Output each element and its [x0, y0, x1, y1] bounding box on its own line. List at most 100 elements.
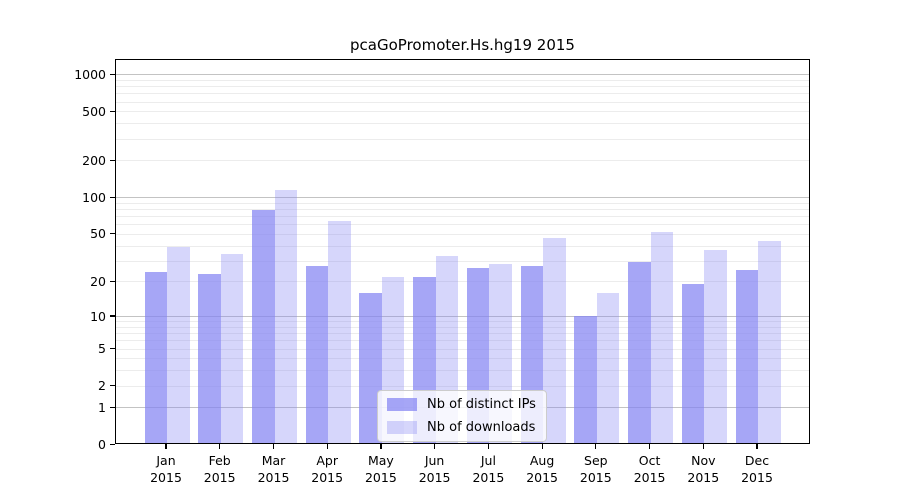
- x-tick-month: Jul: [480, 453, 496, 468]
- gridline-minor: [116, 216, 809, 218]
- x-tick-label: Mar 2015: [242, 452, 306, 486]
- x-tick-mark: [219, 444, 221, 449]
- bar-nb-of-downloads-nov: [704, 249, 727, 443]
- chart-title: pcaGoPromoter.Hs.hg19 2015: [350, 36, 575, 54]
- x-tick-year: 2015: [633, 470, 666, 485]
- x-tick-month: Mar: [261, 453, 286, 468]
- x-tick-mark: [326, 444, 328, 449]
- x-tick-label: Jun 2015: [403, 452, 467, 486]
- x-tick-mark: [380, 444, 382, 449]
- y-tick-mark: [110, 406, 115, 409]
- gridline-major: [116, 197, 809, 199]
- legend: Nb of distinct IPs Nb of downloads: [377, 390, 547, 442]
- x-tick-month: Sep: [584, 453, 608, 468]
- y-tick-mark: [110, 73, 115, 75]
- gridline-minor: [116, 281, 809, 283]
- x-tick-month: Aug: [529, 453, 555, 468]
- x-tick-month: Nov: [691, 453, 716, 468]
- gridline-minor: [116, 138, 809, 140]
- legend-patch-downloads: [387, 421, 417, 434]
- x-tick-label: Jul 2015: [456, 452, 520, 486]
- x-tick-mark: [165, 444, 167, 449]
- y-tick-label: 5: [98, 341, 106, 356]
- gridline-major: [116, 316, 809, 317]
- bar-nb-of-downloads-aug: [543, 238, 566, 443]
- gridline-major: [116, 74, 809, 76]
- x-tick-label: Nov 2015: [671, 452, 735, 486]
- y-tick-mark: [110, 347, 115, 350]
- gridline-minor: [116, 233, 809, 235]
- y-tick-label: 2: [98, 378, 106, 394]
- bar-nb-of-downloads-oct: [650, 231, 674, 443]
- gridline-minor: [116, 101, 809, 103]
- x-tick-label: Apr 2015: [295, 452, 359, 486]
- x-tick-year: 2015: [526, 470, 558, 485]
- gridline-minor: [116, 111, 809, 113]
- y-tick-label: 500: [82, 103, 106, 119]
- bar-nb-of-distinct-ips-may: [359, 292, 382, 443]
- gridline-minor: [116, 370, 809, 372]
- bar-nb-of-downloads-sep: [596, 292, 620, 443]
- x-tick-month: Dec: [744, 453, 770, 468]
- bar-nb-of-distinct-ips-feb: [198, 274, 221, 443]
- bar-nb-of-distinct-ips-nov: [681, 284, 705, 443]
- gridline-minor: [116, 224, 809, 226]
- y-tick-mark: [110, 280, 115, 282]
- x-tick-month: Apr: [316, 453, 338, 468]
- gridline-minor: [116, 321, 809, 323]
- x-tick-label: Jan 2015: [134, 452, 198, 486]
- y-tick-mark: [110, 159, 115, 161]
- legend-row: Nb of downloads: [387, 420, 536, 435]
- bar-nb-of-downloads-apr: [328, 220, 351, 443]
- legend-patch-distinct-ips: [387, 398, 417, 411]
- y-tick-label: 1000: [74, 66, 106, 82]
- y-tick-mark: [110, 315, 115, 317]
- y-tick-label: 50: [90, 226, 106, 242]
- gridline-minor: [116, 209, 809, 210]
- legend-row: Nb of distinct IPs: [387, 397, 536, 412]
- x-tick-month: Jan: [156, 453, 176, 468]
- gridline-minor: [116, 93, 809, 95]
- bar-nb-of-downloads-mar: [274, 189, 297, 443]
- gridline-minor: [116, 385, 809, 387]
- plot-area: [115, 59, 810, 444]
- x-tick-year: 2015: [687, 470, 720, 485]
- x-tick-label: Feb 2015: [188, 452, 252, 486]
- y-tick-label: 20: [90, 273, 106, 289]
- x-tick-year: 2015: [472, 470, 505, 485]
- y-tick-label: 200: [82, 152, 106, 168]
- x-tick-label: Dec 2015: [725, 452, 789, 486]
- bar-nb-of-distinct-ips-jan: [144, 272, 167, 443]
- legend-label: Nb of distinct IPs: [427, 397, 536, 412]
- y-tick-mark: [110, 443, 115, 446]
- bar-nb-of-downloads-jan: [167, 246, 190, 443]
- x-tick-mark: [541, 444, 543, 449]
- gridline-minor: [116, 202, 809, 204]
- x-tick-year: 2015: [311, 470, 344, 485]
- bar-nb-of-distinct-ips-oct: [628, 262, 651, 443]
- gridline-minor: [116, 245, 809, 247]
- bar-nb-of-distinct-ips-sep: [574, 316, 597, 443]
- gridline-minor: [116, 123, 809, 125]
- bar-nb-of-downloads-dec: [758, 240, 781, 443]
- x-tick-year: 2015: [579, 470, 612, 485]
- x-tick-year: 2015: [418, 470, 451, 485]
- gridline-minor: [116, 333, 809, 335]
- gridline-minor: [116, 340, 809, 342]
- x-tick-year: 2015: [741, 470, 773, 485]
- x-tick-mark: [649, 444, 651, 449]
- y-tick-mark: [110, 233, 115, 235]
- gridline-minor: [116, 260, 809, 262]
- bar-nb-of-distinct-ips-mar: [252, 210, 275, 443]
- legend-label: Nb of downloads: [427, 420, 536, 435]
- x-tick-mark: [702, 444, 704, 449]
- x-tick-label: May 2015: [349, 452, 413, 486]
- x-tick-year: 2015: [364, 470, 397, 485]
- y-tick-mark: [110, 196, 115, 198]
- x-tick-year: 2015: [257, 470, 290, 485]
- y-tick-label: 1: [98, 399, 106, 415]
- x-tick-mark: [272, 444, 275, 449]
- x-tick-month: May: [367, 453, 394, 468]
- x-tick-mark: [434, 444, 436, 449]
